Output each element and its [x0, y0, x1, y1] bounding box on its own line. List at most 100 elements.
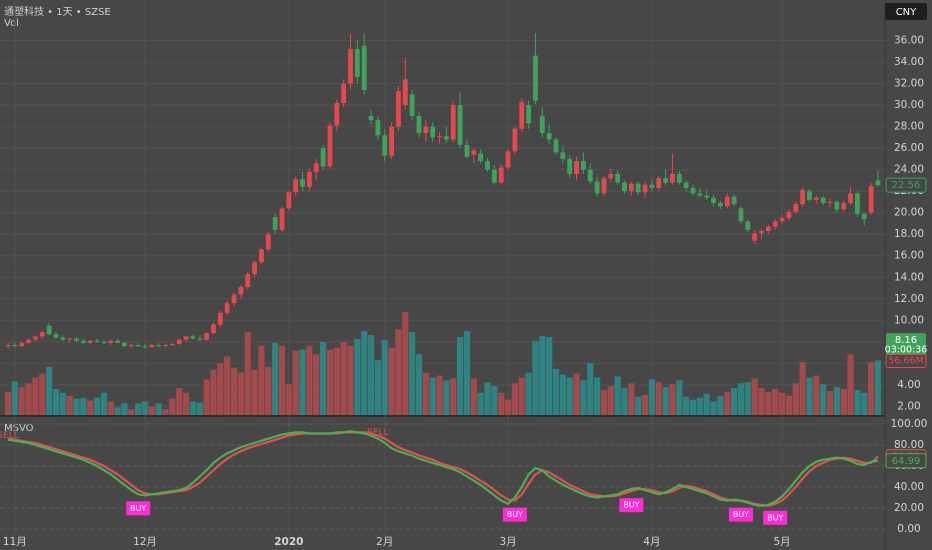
volume-bar — [258, 345, 265, 415]
volume-bar — [18, 387, 25, 415]
volume-bar — [607, 386, 614, 415]
candle-body — [293, 179, 299, 193]
buy-signal: BUY — [507, 510, 523, 519]
volume-bar — [320, 341, 327, 415]
volume-bar — [641, 394, 649, 415]
volume-bar — [25, 383, 32, 415]
volume-bar — [778, 392, 786, 415]
countdown: 03:00:36 — [885, 345, 928, 356]
volume-bar — [868, 362, 875, 415]
y-tick-label: 26.00 — [894, 142, 924, 154]
candle-body — [738, 208, 744, 222]
candle-body — [382, 135, 388, 156]
volume-bar — [148, 406, 155, 415]
y-tick-label: 40.00 — [894, 481, 924, 493]
candle-body — [663, 178, 668, 183]
candle-body — [711, 197, 716, 204]
candle-body — [485, 161, 490, 170]
y-tick-label: 16.00 — [894, 250, 924, 262]
candle-body — [12, 345, 18, 347]
buy-signal: BUY — [130, 504, 146, 513]
candle-body — [197, 338, 203, 340]
volume-label: Vol — [4, 18, 19, 29]
candle-body — [60, 337, 66, 340]
candle-body — [252, 262, 257, 275]
candle-body — [361, 45, 367, 91]
candle-body — [464, 144, 470, 157]
candle-body — [581, 161, 586, 170]
volume-bar — [826, 390, 834, 415]
y-tick-label: 24.00 — [894, 164, 924, 176]
x-tick-label: 11月 — [3, 536, 27, 548]
candle-body — [265, 234, 271, 250]
volume-bar — [491, 386, 498, 415]
buy-signal-box — [728, 507, 753, 522]
sell-signal: SELL — [367, 428, 388, 438]
volume-bar — [381, 339, 388, 415]
volume-bar — [600, 389, 608, 415]
volume-bar — [758, 388, 765, 415]
volume-bar — [628, 383, 635, 415]
volume-bar — [141, 401, 149, 415]
volume-bar — [66, 395, 73, 415]
y-tick-label: 20.00 — [894, 502, 924, 514]
x-tick-label: 2月 — [376, 536, 393, 548]
volume-bar — [409, 332, 416, 415]
currency-label[interactable]: CNY — [896, 7, 917, 18]
volume-bar — [347, 345, 354, 415]
candle-body — [779, 218, 785, 222]
volume-bar — [731, 388, 738, 415]
candle-body — [546, 133, 552, 140]
volume-bar — [504, 399, 512, 415]
volume-bar — [477, 392, 484, 415]
buy-signal-box — [126, 501, 151, 516]
y-tick-label: 2.00 — [897, 400, 920, 412]
candle-body — [731, 196, 737, 205]
volume-tag-box — [885, 353, 927, 368]
volume-bar — [443, 380, 450, 415]
candle-body — [170, 343, 175, 346]
currency-button[interactable] — [885, 3, 927, 20]
volume-bar — [162, 409, 169, 415]
volume-bar — [93, 397, 101, 415]
candle-body — [334, 102, 340, 126]
volume-bar — [52, 389, 60, 415]
volume-bar — [11, 381, 18, 415]
candle-body — [217, 312, 223, 325]
volume-bar — [354, 338, 361, 415]
candle-body — [26, 339, 31, 343]
volume-bar — [799, 362, 806, 415]
candle-body — [402, 79, 408, 106]
volume-bar — [402, 312, 409, 415]
volume-bar — [669, 384, 676, 415]
candle-body — [608, 173, 614, 179]
volume-bar — [806, 377, 813, 415]
y-tick-label: 28.00 — [894, 121, 924, 133]
candle-body — [628, 183, 634, 192]
candle-body — [848, 193, 853, 204]
candle-body — [649, 184, 655, 188]
volume-bar — [87, 400, 94, 415]
volume-bar — [189, 401, 197, 415]
volume-bar — [710, 401, 717, 415]
volume-bar — [278, 345, 286, 415]
volume-bar — [792, 383, 799, 415]
volume-bar — [4, 391, 12, 415]
volume-bar — [169, 398, 176, 415]
volume-bar — [655, 382, 662, 415]
marker-tag: 8.16 — [895, 335, 917, 346]
volume-bar — [559, 374, 566, 415]
y-tick-label: 20.00 — [894, 207, 924, 219]
volume-bar — [237, 372, 244, 415]
volume-bar — [39, 373, 46, 415]
volume-bar — [100, 392, 107, 415]
candle-body — [80, 340, 86, 343]
volume-bar — [80, 397, 87, 415]
candle-body — [437, 136, 442, 138]
volume-bar — [374, 360, 381, 415]
candle-body — [786, 211, 792, 219]
volume-bar — [415, 354, 423, 415]
candle-body — [724, 196, 730, 207]
volume-bar — [429, 377, 436, 415]
volume-bar — [539, 336, 546, 415]
